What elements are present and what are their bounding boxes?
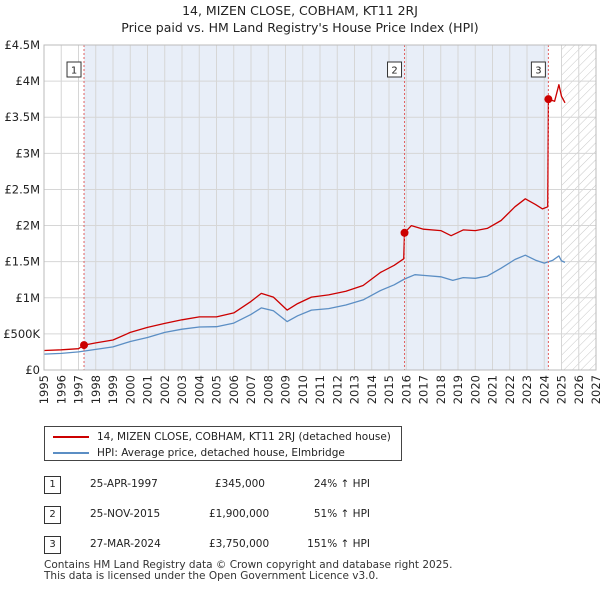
x-tick-label: 2021 bbox=[486, 375, 500, 404]
legend: 14, MIZEN CLOSE, COBHAM, KT11 2RJ (detac… bbox=[44, 426, 402, 461]
sale-marker-box bbox=[530, 61, 546, 78]
hpi-line bbox=[43, 254, 566, 355]
y-tick-label: £3M bbox=[15, 146, 40, 160]
sale-point bbox=[544, 95, 553, 104]
x-tick-label: 2003 bbox=[175, 375, 189, 404]
sale-row: 1 25-APR-1997 £345,000 24% ↑ HPI bbox=[44, 476, 444, 494]
sale-row: 3 27-MAR-2024 £3,750,000 151% ↑ HPI bbox=[44, 536, 444, 554]
sale-point bbox=[80, 341, 89, 350]
y-tick-label: £4M bbox=[15, 74, 40, 88]
legend-item-property: 14, MIZEN CLOSE, COBHAM, KT11 2RJ (detac… bbox=[45, 429, 391, 445]
x-tick-label: 2025 bbox=[555, 375, 569, 404]
y-tick-label: £3.5M bbox=[4, 110, 40, 124]
x-tick-label: 2009 bbox=[279, 375, 293, 404]
x-tick-label: 2019 bbox=[451, 375, 465, 404]
sale-date: 27-MAR-2024 bbox=[90, 538, 161, 550]
legend-property-label: 14, MIZEN CLOSE, COBHAM, KT11 2RJ (detac… bbox=[97, 431, 391, 443]
footer-licence: This data is licensed under the Open Gov… bbox=[44, 570, 379, 582]
plot-frame bbox=[43, 44, 597, 371]
sale-date: 25-NOV-2015 bbox=[90, 508, 161, 520]
x-tick-label: 2000 bbox=[123, 375, 137, 404]
x-tick-label: 2013 bbox=[348, 375, 362, 404]
x-tick-label: 2026 bbox=[572, 375, 586, 404]
x-tick-label: 2018 bbox=[434, 375, 448, 404]
sale-marker-label: 1 bbox=[71, 66, 77, 77]
x-tick-label: 2006 bbox=[227, 375, 241, 404]
x-tick-label: 2015 bbox=[382, 375, 396, 404]
sale-hpi-change: 51% ↑ HPI bbox=[313, 508, 370, 520]
x-tick-label: 1995 bbox=[37, 375, 51, 404]
y-tick-label: £2.5M bbox=[4, 182, 40, 196]
x-tick-label: 2007 bbox=[244, 375, 258, 404]
sale-hpi-change: 24% ↑ HPI bbox=[313, 478, 370, 490]
sale-row: 2 25-NOV-2015 £1,900,000 51% ↑ HPI bbox=[44, 506, 444, 524]
y-tick-label: £2M bbox=[15, 219, 40, 233]
x-tick-label: 2011 bbox=[313, 375, 327, 404]
x-tick-label: 2024 bbox=[537, 375, 551, 404]
x-tick-label: 2027 bbox=[589, 375, 600, 404]
x-tick-label: 2005 bbox=[210, 375, 224, 404]
chart-title: 14, MIZEN CLOSE, COBHAM, KT11 2RJ bbox=[182, 3, 418, 18]
x-tick-label: 1998 bbox=[89, 375, 103, 404]
x-tick-label: 2023 bbox=[520, 375, 534, 404]
x-tick-label: 2008 bbox=[261, 375, 275, 404]
sale-number-badge: 3 bbox=[44, 536, 61, 554]
legend-item-hpi: HPI: Average price, detached house, Elmb… bbox=[45, 445, 345, 461]
price-chart: 1 2 3 £0 £500K £1M £1.5M £2M £2.5M £3M £3.5M £4M £4… bbox=[3, 38, 600, 404]
x-tick-label: 2014 bbox=[365, 375, 379, 404]
chart-subtitle: Price paid vs. HM Land Registry's House … bbox=[121, 20, 479, 35]
sale-hpi-change: 151% ↑ HPI bbox=[307, 538, 370, 550]
sale-marker-box bbox=[387, 61, 403, 78]
ownership-shaded-region bbox=[84, 45, 549, 370]
property-price-line bbox=[43, 84, 566, 352]
sale-price: £1,900,000 bbox=[209, 508, 270, 520]
y-tick-label: £1.5M bbox=[4, 255, 40, 269]
x-tick-label: 1997 bbox=[72, 375, 86, 404]
y-tick-label: £0 bbox=[25, 363, 40, 377]
sale-point bbox=[400, 228, 409, 237]
sale-marker-label: 3 bbox=[535, 66, 541, 77]
y-tick-label: £4.5M bbox=[4, 38, 40, 52]
x-tick-label: 2001 bbox=[141, 375, 155, 404]
x-tick-label: 2017 bbox=[417, 375, 431, 404]
legend-hpi-swatch bbox=[53, 452, 89, 454]
footer: Contains HM Land Registry data © Crown c… bbox=[44, 560, 452, 582]
y-tick-label: £500K bbox=[3, 327, 40, 341]
x-tick-label: 2010 bbox=[296, 375, 310, 404]
x-tick-label: 1996 bbox=[54, 375, 68, 404]
x-tick-label: 2016 bbox=[399, 375, 413, 404]
x-tick-label: 2002 bbox=[158, 375, 172, 404]
sale-number-badge: 2 bbox=[44, 506, 61, 524]
footer-copyright: Contains HM Land Registry data © Crown c… bbox=[44, 559, 453, 571]
legend-hpi-label: HPI: Average price, detached house, Elmb… bbox=[97, 447, 345, 459]
sale-number-badge: 1 bbox=[44, 476, 61, 494]
sale-date: 25-APR-1997 bbox=[90, 478, 158, 490]
x-tick-label: 2012 bbox=[330, 375, 344, 404]
sale-price: £345,000 bbox=[214, 478, 265, 490]
x-tick-label: 2004 bbox=[192, 375, 206, 404]
sale-price: £3,750,000 bbox=[209, 538, 270, 550]
chart-title-block: 14, MIZEN CLOSE, COBHAM, KT11 2RJ Price … bbox=[0, 2, 600, 36]
x-tick-label: 1999 bbox=[106, 375, 120, 404]
legend-property-swatch bbox=[53, 436, 89, 438]
y-tick-label: £1M bbox=[15, 291, 40, 305]
sale-marker-label: 2 bbox=[391, 66, 397, 77]
x-tick-label: 2020 bbox=[468, 375, 482, 404]
sale-marker-box bbox=[66, 61, 82, 78]
x-tick-label: 2022 bbox=[503, 375, 517, 404]
